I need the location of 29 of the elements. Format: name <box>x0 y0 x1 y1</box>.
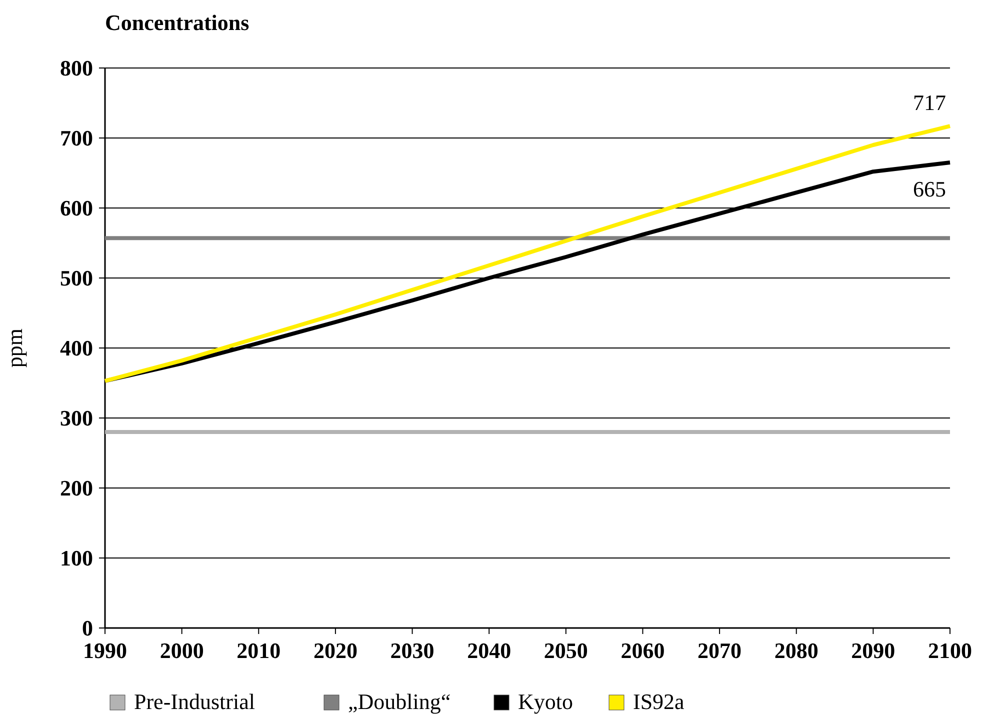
data-label: 665 <box>913 176 946 202</box>
x-tick-label: 2020 <box>313 638 358 663</box>
y-tick-label: 0 <box>82 616 93 641</box>
data-label: 717 <box>913 90 946 116</box>
chart-title: Concentrations <box>105 10 250 35</box>
legend-label: Kyoto <box>518 689 573 714</box>
legend-label: IS92a <box>633 689 685 714</box>
y-tick-label: 600 <box>60 196 93 221</box>
x-tick-label: 2060 <box>620 638 665 663</box>
x-tick-label: 2010 <box>236 638 281 663</box>
x-tick-label: 2080 <box>774 638 818 663</box>
x-tick-label: 2040 <box>467 638 512 663</box>
x-tick-label: 1990 <box>83 638 127 663</box>
y-tick-label: 400 <box>60 336 93 361</box>
x-tick-label: 2090 <box>851 638 896 663</box>
x-tick-label: 2070 <box>698 638 742 663</box>
x-tick-label: 2050 <box>544 638 588 663</box>
x-tick-label: 2000 <box>160 638 204 663</box>
y-tick-label: 300 <box>60 406 93 431</box>
x-tick-label: 2030 <box>390 638 434 663</box>
y-tick-label: 700 <box>60 126 93 151</box>
legend-label: „Doubling“ <box>348 689 451 714</box>
legend-label: Pre-Industrial <box>134 689 255 714</box>
y-tick-label: 500 <box>60 266 93 291</box>
y-axis-title: ppm <box>2 328 27 368</box>
y-tick-label: 100 <box>60 546 93 571</box>
x-tick-label: 2100 <box>928 638 972 663</box>
y-tick-label: 200 <box>60 476 93 501</box>
y-tick-label: 800 <box>60 56 93 81</box>
